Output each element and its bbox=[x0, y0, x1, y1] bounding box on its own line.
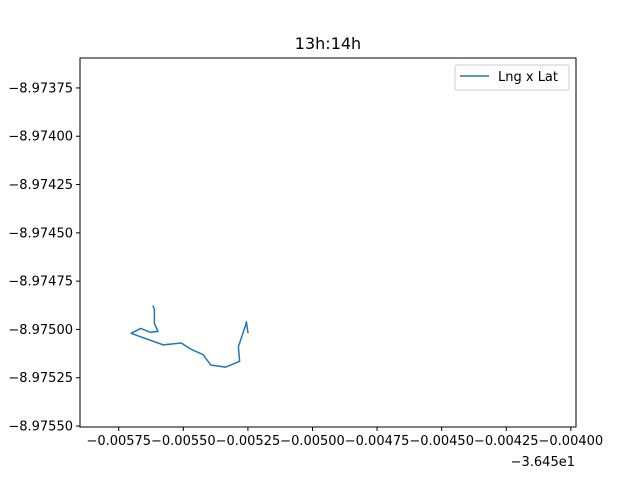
x-tick-label: −0.00525 bbox=[216, 434, 281, 449]
x-tick-label: −0.00550 bbox=[151, 434, 216, 449]
x-tick-label: −0.00575 bbox=[86, 434, 151, 449]
x-tick-label: −0.00500 bbox=[280, 434, 345, 449]
legend: Lng x Lat bbox=[454, 64, 570, 91]
y-tick-label: −8.97400 bbox=[8, 130, 73, 145]
legend-label: Lng x Lat bbox=[498, 70, 558, 85]
x-tick-label: −0.00475 bbox=[345, 434, 410, 449]
chart-title: 13h:14h bbox=[295, 34, 361, 53]
y-tick-label: −8.97475 bbox=[8, 275, 73, 290]
y-tick-label: −8.97500 bbox=[8, 323, 73, 338]
y-tick-label: −8.97525 bbox=[8, 371, 73, 386]
series-layer bbox=[130, 305, 249, 368]
x-tick-label: −0.00425 bbox=[474, 434, 539, 449]
y-tick-label: −8.97375 bbox=[8, 81, 73, 96]
x-axis: −0.00575 −0.00550 −0.00525 −0.00500 −0.00475… bbox=[86, 427, 603, 449]
y-tick-label: −8.97550 bbox=[8, 420, 73, 435]
series-line bbox=[130, 305, 249, 368]
y-tick-label: −8.97425 bbox=[8, 178, 73, 193]
y-axis: −8.97375 −8.97400 −8.97425 −8.97450 −8.97475… bbox=[8, 81, 80, 435]
x-tick-label: −0.00450 bbox=[409, 434, 474, 449]
plot-area bbox=[79, 57, 577, 428]
y-tick-label: −8.97450 bbox=[8, 226, 73, 241]
x-tick-label: −0.00400 bbox=[539, 434, 604, 449]
axes-frame bbox=[79, 57, 577, 428]
legend-box bbox=[454, 64, 570, 91]
x-offset-label: −3.645e1 bbox=[511, 455, 575, 470]
